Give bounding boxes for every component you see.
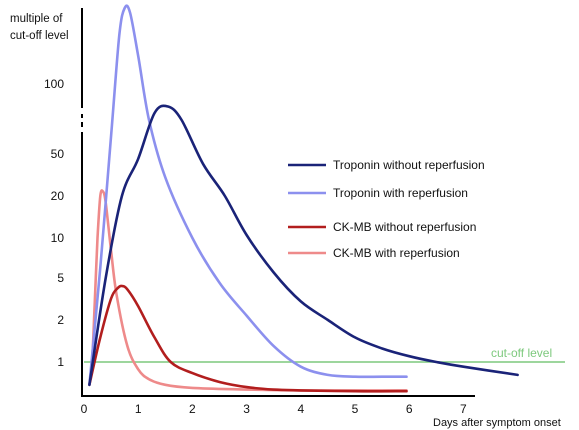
cutoff-label: cut-off level	[491, 346, 552, 360]
x-axis-title: Days after symptom onset	[433, 417, 561, 429]
cutoff-line-group: cut-off level	[84, 346, 565, 363]
legend-label: Troponin with reperfusion	[333, 186, 468, 200]
series-group	[88, 4, 519, 393]
series-line-ck-mb-without-reperfusion	[88, 284, 408, 393]
y-axis-title: multiple of cut-off level	[10, 13, 69, 42]
series-line-troponin-with-reperfusion	[88, 4, 408, 387]
legend-label: CK-MB with reperfusion	[333, 246, 460, 260]
y-tick-label: 20	[51, 189, 65, 203]
y-tick-label: 5	[57, 271, 64, 285]
y-axis-title-line-2: cut-off level	[10, 30, 69, 42]
series-line-ck-mb-with-reperfusion	[88, 189, 408, 392]
legend-label: Troponin without reperfusion	[333, 158, 485, 172]
x-tick-label: 0	[81, 402, 88, 416]
y-tick-label: 50	[51, 147, 65, 161]
x-tick-label: 3	[243, 402, 250, 416]
series-line-troponin-without-reperfusion	[88, 104, 519, 387]
y-tick-label: 1	[57, 355, 64, 369]
x-tick-label: 7	[460, 402, 467, 416]
legend-label: CK-MB without reperfusion	[333, 220, 476, 234]
y-axis-title-line-1: multiple of	[10, 13, 63, 25]
axes	[81, 8, 475, 397]
y-tick-label: 2	[57, 313, 64, 327]
y-tick-label: 100	[44, 77, 64, 91]
x-tick-label: 2	[189, 402, 196, 416]
x-tick-label: 1	[135, 402, 142, 416]
y-tick-label: 10	[51, 231, 65, 245]
x-tick-label: 6	[406, 402, 413, 416]
legend: Troponin without reperfusion Troponin wit…	[288, 158, 485, 260]
x-tick-label: 4	[297, 402, 304, 416]
tick-labels: 1 2 5 10 20 50 100 0 1 2 3 4 5 6 7	[44, 77, 467, 416]
x-tick-label: 5	[352, 402, 359, 416]
